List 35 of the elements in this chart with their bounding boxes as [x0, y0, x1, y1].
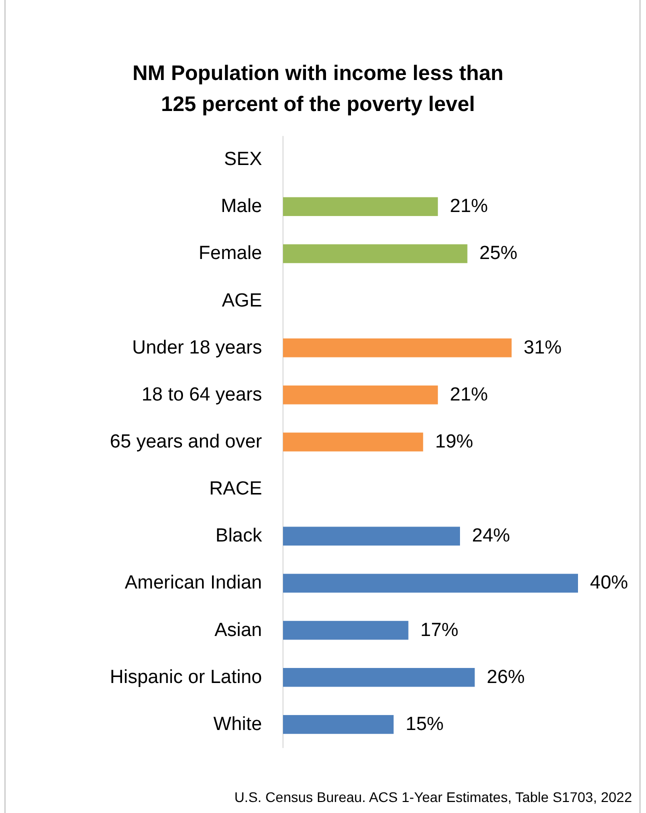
y-tick-label: Asian: [214, 620, 262, 641]
bar: [283, 620, 408, 640]
y-tick-label: Female: [198, 243, 262, 264]
bar: [283, 668, 475, 687]
data-label: 40%: [590, 572, 628, 594]
data-label: 31%: [524, 337, 562, 358]
data-label: 25%: [479, 243, 518, 264]
data-label: 24%: [472, 526, 510, 547]
data-label: 26%: [486, 666, 525, 688]
data-label: 17%: [420, 620, 459, 641]
y-tick-label: American Indian: [124, 572, 262, 594]
data-label: 19%: [435, 432, 474, 452]
chart-title: NM Population with income less than 125 percent of the poverty level: [132, 62, 504, 116]
data-label: 21%: [450, 196, 488, 218]
text: U.S. Census Bureau. ACS 1-Year Estimates, Table S1703, 2022: [234, 789, 632, 805]
y-tick-label: RACE: [209, 478, 262, 500]
y-tick-label: White: [213, 714, 262, 735]
bar: [283, 574, 578, 593]
y-tick-label: AGE: [222, 290, 262, 312]
bar: [283, 244, 468, 264]
bar: [283, 386, 438, 404]
y-tick-label: 65 years and over: [110, 432, 263, 452]
bar: [283, 338, 512, 358]
bar: [283, 197, 438, 216]
y-tick-label: Black: [216, 526, 262, 547]
y-tick-label: Under 18 years: [132, 337, 262, 358]
y-tick-label: Hispanic or Latino: [110, 666, 262, 688]
y-tick-label: 18 to 64 years: [142, 384, 262, 406]
bar: [283, 432, 424, 452]
y-tick-label: Male: [220, 196, 262, 218]
bar: [283, 526, 460, 546]
bar: [283, 715, 394, 734]
y-tick-label: SEX: [224, 149, 262, 170]
data-label: 15%: [406, 714, 444, 735]
data-label: 21%: [450, 384, 488, 406]
